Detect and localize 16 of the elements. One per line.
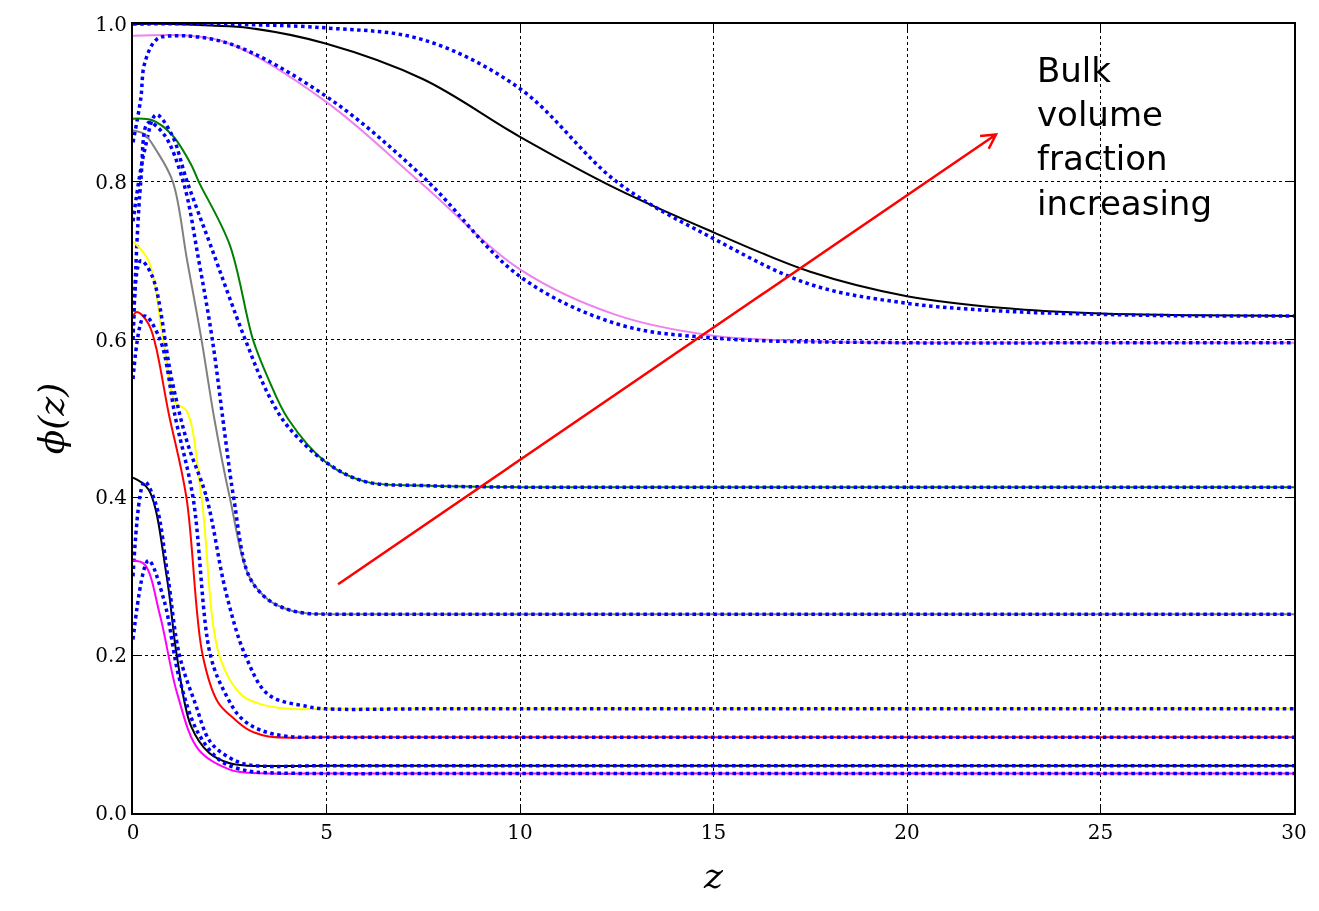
y-tick-label: 0.6 (95, 327, 127, 352)
x-tick-label: 0 (126, 820, 140, 844)
annotation: Bulk volume fraction increasing (1037, 50, 1212, 223)
x-tick-label: 15 (700, 820, 727, 844)
y-tick-label: 1.0 (95, 12, 127, 36)
y-tick-label: 0.0 (95, 801, 127, 825)
y-axis-title: ϕ(z) (30, 382, 72, 455)
x-tick-label: 20 (894, 820, 920, 844)
y-tick-label: 0.4 (95, 485, 127, 510)
x-tick-label: 5 (320, 820, 333, 844)
x-tick-label: 10 (507, 820, 533, 844)
x-axis-title: z (703, 855, 725, 897)
x-tick-label: 30 (1281, 820, 1307, 844)
x-tick-label: 25 (1087, 820, 1114, 844)
y-tick-label: 0.2 (95, 643, 127, 668)
y-tick-label: 0.8 (95, 169, 127, 194)
